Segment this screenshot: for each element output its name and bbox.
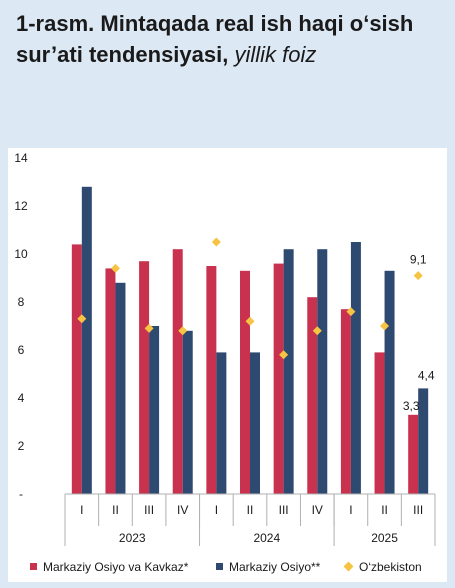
bar-series1 — [408, 414, 419, 494]
legend-diamond-icon — [343, 561, 354, 572]
legend: Markaziy Osiyo va Kavkaz* Markaziy Osiyo… — [8, 556, 447, 578]
chart-area: -2 4 6 8 10 12 14 I II III IV I II III IV I II III 2023 202… — [8, 148, 447, 582]
legend-label-series3: O‘zbekiston — [359, 560, 422, 574]
marker-series3 — [312, 326, 322, 336]
bar-series1 — [340, 309, 351, 494]
title-unit: yillik foiz — [234, 42, 317, 67]
y-tick-label: - — [19, 487, 23, 501]
title-main: 1-rasm. Mintaqada real ish haqi o‘sish s… — [16, 11, 414, 67]
bar-series2 — [418, 388, 429, 494]
marker-series3 — [279, 350, 289, 360]
x-tick-label: IV — [177, 503, 188, 517]
bar-series2 — [81, 186, 92, 495]
bar-series1 — [139, 261, 150, 494]
x-tick-label: I — [349, 503, 352, 517]
x-tick-label: IV — [312, 503, 323, 517]
bar-series2 — [149, 326, 160, 494]
x-group-label: 2024 — [253, 531, 280, 545]
x-group-label: 2025 — [371, 531, 398, 545]
bar-series1 — [105, 268, 116, 494]
x-tick-label: I — [215, 503, 218, 517]
bar-series2 — [115, 282, 126, 494]
data-label: 3,3 — [403, 399, 420, 413]
x-tick-label: III — [413, 503, 423, 517]
legend-item-series1: Markaziy Osiyo va Kavkaz* — [30, 560, 188, 574]
marker-series3 — [211, 237, 221, 247]
bar-series2 — [384, 270, 395, 494]
legend-label-series2: Markaziy Osiyo** — [229, 560, 321, 574]
bar-series2 — [216, 352, 227, 494]
bar-series1 — [71, 244, 82, 494]
bar-series1 — [374, 352, 385, 494]
legend-item-series2: Markaziy Osiyo** — [216, 560, 320, 574]
x-tick-label: I — [80, 503, 83, 517]
y-tick-label: 8 — [18, 295, 25, 309]
x-tick-label: III — [279, 503, 289, 517]
bar-series1 — [172, 249, 183, 494]
x-tick-label: II — [112, 503, 119, 517]
x-tick-label: II — [247, 503, 254, 517]
legend-swatch-series2 — [216, 563, 223, 570]
bar-series1 — [273, 263, 284, 494]
data-label: 9,1 — [410, 253, 427, 267]
marker-series3 — [245, 316, 255, 326]
bar-series2 — [250, 352, 260, 494]
y-tick-label: 2 — [18, 439, 25, 453]
bar-series1 — [307, 297, 318, 494]
y-tick-label: 14 — [14, 151, 28, 165]
chart-title: 1-rasm. Mintaqada real ish haqi o‘sish s… — [16, 8, 446, 70]
y-tick-label: 12 — [14, 199, 28, 213]
bar-series2 — [350, 242, 361, 494]
legend-label-series1: Markaziy Osiyo va Kavkaz* — [43, 560, 189, 574]
bar-series1 — [206, 266, 217, 494]
x-group-label: 2023 — [119, 531, 146, 545]
marker-series3 — [110, 263, 120, 273]
marker-series3 — [346, 307, 356, 317]
data-label: 4,4 — [418, 368, 435, 382]
marker-series3 — [380, 321, 390, 331]
x-tick-label: II — [381, 503, 388, 517]
marker-series3 — [413, 271, 423, 281]
legend-swatch-series1 — [30, 563, 37, 570]
bar-series1 — [240, 270, 250, 494]
y-tick-label: 4 — [18, 391, 25, 405]
y-tick-label: 6 — [18, 343, 25, 357]
y-tick-label: 10 — [14, 247, 28, 261]
x-tick-label: III — [144, 503, 154, 517]
marker-series3 — [178, 326, 188, 336]
bar-series2 — [283, 249, 294, 494]
marker-series3 — [144, 323, 154, 333]
legend-item-series3: O‘zbekiston — [343, 560, 422, 574]
bar-series2 — [317, 249, 328, 494]
bar-series2 — [182, 330, 193, 494]
marker-series3 — [77, 314, 87, 324]
